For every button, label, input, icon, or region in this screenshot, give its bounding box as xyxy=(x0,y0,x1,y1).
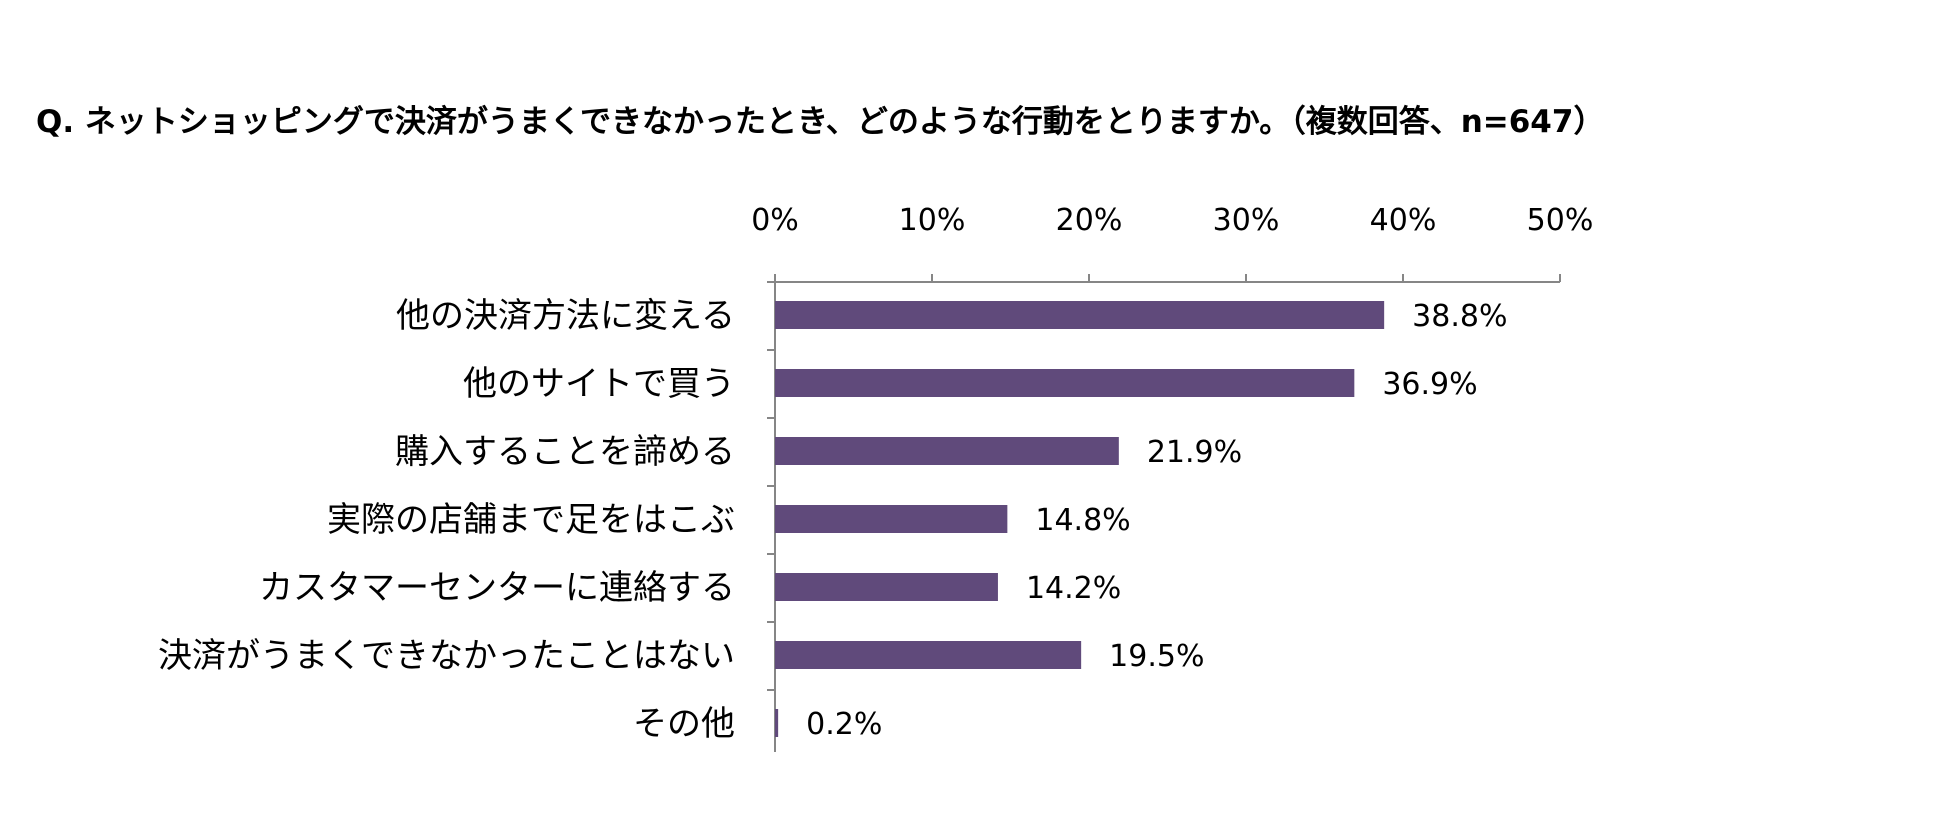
data-label: 14.2% xyxy=(1026,571,1121,606)
data-label: 36.9% xyxy=(1382,367,1477,402)
category-label: カスタマーセンターに連絡する xyxy=(259,568,735,608)
labels-layer: 0% 10% 20% 30% 40% 50% 他の決済方法に変える 38.8% 他のサイトで買う… xyxy=(158,203,1593,744)
category-label: 実際の店舗まで足をはこぶ xyxy=(327,500,735,540)
bar xyxy=(775,369,1355,397)
x-tick-label: 40% xyxy=(1370,203,1437,238)
bar xyxy=(775,641,1082,669)
x-tick-label: 30% xyxy=(1213,203,1280,238)
category-label: 決済がうまくできなかったことはない xyxy=(158,636,735,676)
category-label: その他 xyxy=(633,704,735,744)
bar xyxy=(775,301,1385,329)
x-tick-label: 10% xyxy=(899,203,966,238)
data-label: 19.5% xyxy=(1109,639,1204,674)
x-tick-label: 0% xyxy=(751,203,799,238)
category-label: 他の決済方法に変える xyxy=(396,296,735,336)
bar xyxy=(775,437,1119,465)
bar xyxy=(775,505,1008,533)
data-label: 21.9% xyxy=(1147,435,1242,470)
x-tick-label: 50% xyxy=(1527,203,1594,238)
chart-title: Q. ネットショッピングで決済がうまくできなかったとき、どのような行動をとります… xyxy=(36,104,1605,140)
data-label: 38.8% xyxy=(1412,299,1507,334)
bar xyxy=(775,709,779,737)
category-label: 購入することを諦める xyxy=(395,432,735,472)
data-label: 14.8% xyxy=(1035,503,1130,538)
bar xyxy=(775,573,998,601)
category-label: 他のサイトで買う xyxy=(463,364,735,404)
x-tick-label: 20% xyxy=(1056,203,1123,238)
bars-layer xyxy=(775,301,1385,737)
data-label: 0.2% xyxy=(806,707,882,742)
